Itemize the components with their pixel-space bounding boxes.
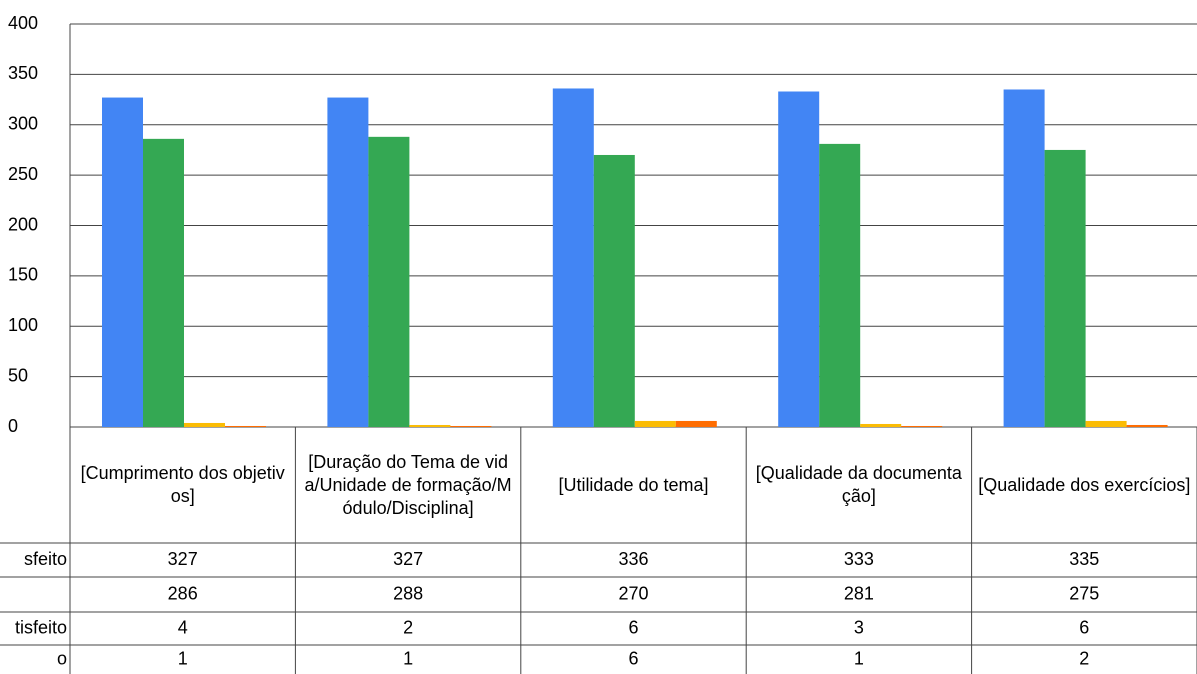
category-label: [Utilidade do tema] <box>558 474 709 495</box>
table-value: 1 <box>403 648 413 668</box>
bar <box>409 424 451 427</box>
table-value: 4 <box>178 617 188 637</box>
row-label: sfeito <box>24 549 67 569</box>
row-label: o <box>57 648 67 668</box>
bar <box>450 425 492 427</box>
table-value: 286 <box>168 583 198 603</box>
bar <box>368 136 410 427</box>
table-value: 275 <box>1069 583 1099 603</box>
category-label: [Duração do Tema de vida/Unidade de form… <box>304 451 512 518</box>
table-value: 6 <box>628 648 638 668</box>
table-value: 6 <box>628 617 638 637</box>
y-tick-label: 200 <box>8 214 38 234</box>
table-value: 1 <box>854 648 864 668</box>
table-value: 333 <box>844 549 874 569</box>
category-label: [Qualidade dos exercícios] <box>978 474 1191 495</box>
y-tick-label: 350 <box>8 63 38 83</box>
y-tick-label: 250 <box>8 164 38 184</box>
table-value: 3 <box>854 617 864 637</box>
table-value: 288 <box>393 583 423 603</box>
bar <box>552 88 594 427</box>
bar <box>819 143 861 427</box>
table-value: 327 <box>168 549 198 569</box>
bar <box>675 420 717 427</box>
y-tick-label: 100 <box>8 315 38 335</box>
bar <box>901 425 943 427</box>
table-value: 270 <box>618 583 648 603</box>
table-value: 2 <box>1079 648 1089 668</box>
y-tick-label: 50 <box>8 365 28 385</box>
bar <box>184 422 225 427</box>
category-label: [Qualidade da documentação] <box>755 463 962 506</box>
y-tick-label: 150 <box>8 265 38 285</box>
y-tick-label: 300 <box>8 114 38 134</box>
bar <box>1003 89 1045 428</box>
bar <box>860 423 902 427</box>
bar <box>1085 420 1127 427</box>
bar <box>102 97 143 428</box>
table-value: 1 <box>178 648 188 668</box>
table-value: 2 <box>403 617 413 637</box>
bar <box>1126 424 1168 427</box>
table-value: 336 <box>618 549 648 569</box>
bar <box>1044 149 1086 427</box>
y-tick-label: 400 <box>8 13 38 33</box>
table-value: 335 <box>1069 549 1099 569</box>
bar <box>225 425 266 427</box>
bar <box>143 138 184 428</box>
category-label: [Cumprimento dos objetivos] <box>80 463 285 506</box>
y-tick-label: 0 <box>8 416 18 436</box>
bar <box>778 91 820 427</box>
table-value: 281 <box>844 583 874 603</box>
bar <box>327 97 369 428</box>
table-value: 6 <box>1079 617 1089 637</box>
table-value: 327 <box>393 549 423 569</box>
bar <box>634 420 676 427</box>
bar <box>593 154 635 427</box>
row-label: tisfeito <box>15 617 67 637</box>
